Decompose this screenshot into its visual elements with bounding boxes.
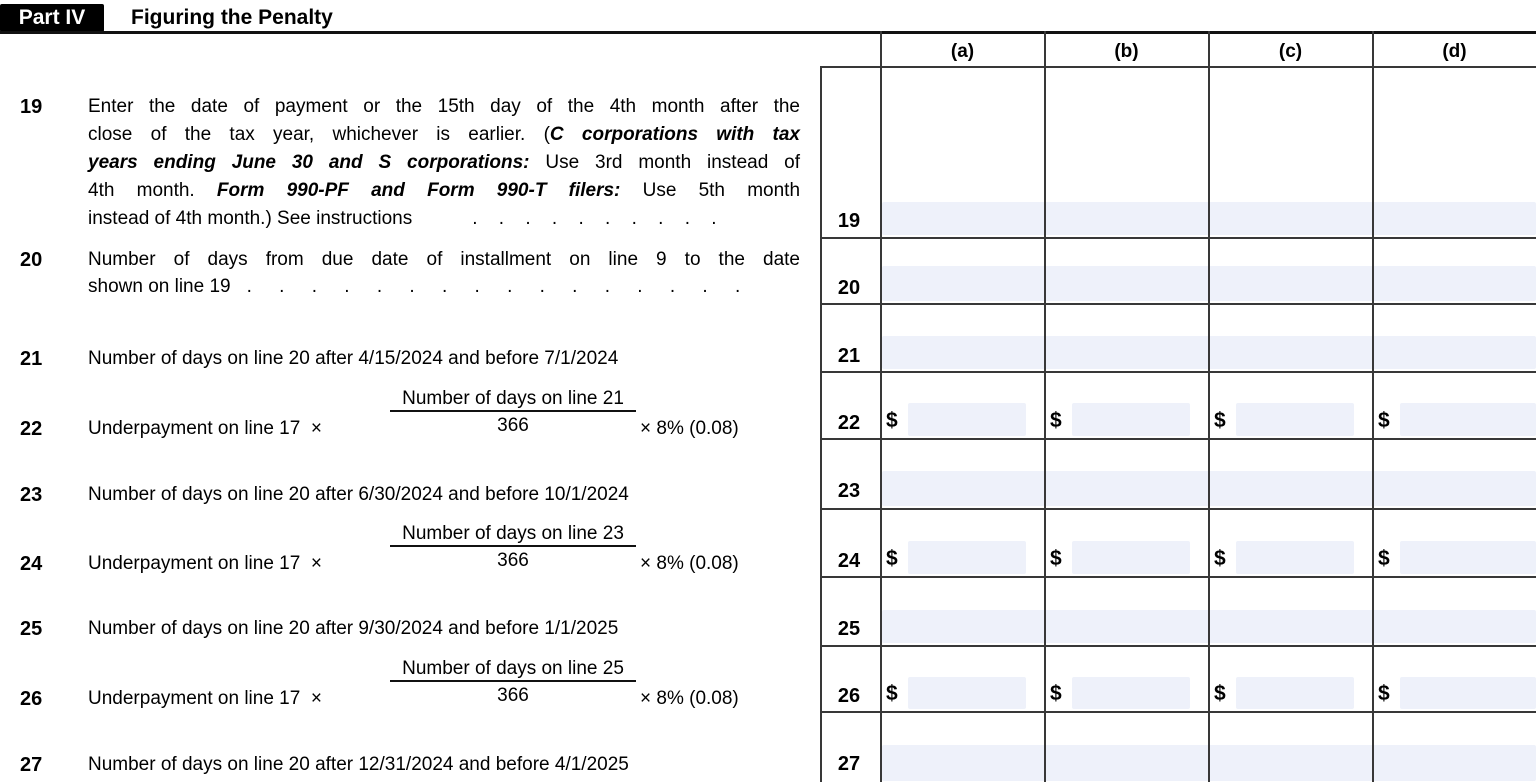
- line27-text: Number of days on line 20 after 12/31/20…: [88, 754, 629, 775]
- line20-text-row1: Number of days from due date of installm…: [88, 249, 800, 270]
- dollar-sign-line22-c: $: [1214, 409, 1226, 432]
- part-iv-label: Part IV: [18, 6, 86, 29]
- line21-number: 21: [20, 348, 43, 370]
- table-row-number-23: 23: [837, 480, 861, 502]
- input-field-line24-c[interactable]: [1236, 541, 1354, 574]
- line19-text-row2: close of the tax year, whichever is earl…: [88, 124, 801, 145]
- part-title: Figuring the Penalty: [131, 6, 333, 29]
- line26-number: 26: [20, 688, 43, 710]
- input-field-line26-b[interactable]: [1072, 677, 1190, 709]
- input-field-line26-c[interactable]: [1236, 677, 1354, 709]
- column-header-b: (b): [1114, 41, 1139, 62]
- column-header-d: (d): [1442, 41, 1467, 62]
- line24-fraction-denominator: 366: [497, 550, 529, 571]
- column-header-c: (c): [1278, 41, 1303, 62]
- input-field-line22-d[interactable]: [1400, 403, 1536, 436]
- line26-rate: × 8% (0.08): [640, 688, 739, 709]
- table-row-number-27: 27: [837, 753, 861, 775]
- dollar-sign-line24-c: $: [1214, 547, 1226, 570]
- input-field-line22-c[interactable]: [1236, 403, 1354, 436]
- dollar-sign-line26-c: $: [1214, 682, 1226, 705]
- input-field-line22-b[interactable]: [1072, 403, 1190, 436]
- table-grid-line: [820, 438, 1536, 440]
- input-field-line26-a[interactable]: [908, 677, 1026, 709]
- table-row-number-19: 19: [837, 210, 861, 232]
- line21-text: Number of days on line 20 after 4/15/202…: [88, 348, 619, 369]
- line24-fraction-numerator: Number of days on line 23: [390, 524, 636, 547]
- table-grid-line: [820, 371, 1536, 373]
- dollar-sign-line24-d: $: [1378, 547, 1390, 570]
- line25-number: 25: [20, 618, 43, 640]
- table-row-number-26: 26: [837, 685, 861, 707]
- part-iv-badge: Part IV: [0, 4, 104, 32]
- line24-label: Underpayment on line 17 ×: [88, 553, 322, 574]
- dollar-sign-line26-d: $: [1378, 682, 1390, 705]
- table-row-number-21: 21: [837, 345, 861, 367]
- table-grid-line: [820, 711, 1536, 713]
- line19-number: 19: [20, 96, 43, 118]
- line20-number: 20: [20, 249, 43, 271]
- dollar-sign-line22-b: $: [1050, 409, 1062, 432]
- line19-text-row4: 4th month. Form 990-PF and Form 990-T fi…: [88, 180, 801, 201]
- table-grid-line: [820, 66, 822, 782]
- input-field-line26-d[interactable]: [1400, 677, 1536, 709]
- dollar-sign-line24-b: $: [1050, 547, 1062, 570]
- dollar-sign-line26-b: $: [1050, 682, 1062, 705]
- table-row-number-22: 22: [837, 412, 861, 434]
- table-grid-line: [820, 66, 1536, 68]
- table-grid-line: [820, 645, 1536, 647]
- line19-text-row1: Enter the date of payment or the 15th da…: [88, 96, 800, 117]
- input-field-line24-d[interactable]: [1400, 541, 1536, 574]
- line25-text: Number of days on line 20 after 9/30/202…: [88, 618, 619, 639]
- line19-text-row5: instead of 4th month.) See instructions.…: [88, 208, 717, 229]
- table-grid-line: [1044, 31, 1046, 782]
- table-grid-line: [820, 303, 1536, 305]
- line22-number: 22: [20, 418, 43, 440]
- line19-text-row3: years ending June 30 and S corporations:…: [88, 152, 800, 173]
- dot-leader: . . . . . . . . . .: [472, 208, 717, 229]
- table-grid-line: [820, 237, 1536, 239]
- table-grid-line: [820, 576, 1536, 578]
- line26-fraction-denominator: 366: [497, 685, 529, 706]
- table-grid-line: [1208, 31, 1210, 782]
- line27-number: 27: [20, 754, 43, 776]
- table-grid-line: [880, 31, 882, 782]
- line24-number: 24: [20, 553, 43, 575]
- line23-text: Number of days on line 20 after 6/30/202…: [88, 484, 629, 505]
- input-field-line24-b[interactable]: [1072, 541, 1190, 574]
- line23-number: 23: [20, 484, 43, 506]
- column-header-a: (a): [950, 41, 975, 62]
- line20-text-row2: shown on line 19. . . . . . . . . . . . …: [88, 276, 741, 297]
- line26-label: Underpayment on line 17 ×: [88, 688, 322, 709]
- line22-fraction: Number of days on line 21 366: [390, 389, 636, 436]
- dollar-sign-line22-a: $: [886, 409, 898, 432]
- table-row-number-24: 24: [837, 550, 861, 572]
- input-field-line22-a[interactable]: [908, 403, 1026, 436]
- line22-fraction-denominator: 366: [497, 415, 529, 436]
- table-row-number-25: 25: [837, 618, 861, 640]
- table-grid-line: [820, 508, 1536, 510]
- part-header-rule: [0, 31, 1536, 34]
- dot-leader: . . . . . . . . . . . . . . . .: [246, 276, 741, 297]
- line26-fraction: Number of days on line 25 366: [390, 659, 636, 706]
- line22-fraction-numerator: Number of days on line 21: [390, 389, 636, 412]
- table-grid-line: [1372, 31, 1374, 782]
- dollar-sign-line24-a: $: [886, 547, 898, 570]
- table-row-number-20: 20: [837, 277, 861, 299]
- dollar-sign-line22-d: $: [1378, 409, 1390, 432]
- line24-rate: × 8% (0.08): [640, 553, 739, 574]
- input-field-line24-a[interactable]: [908, 541, 1026, 574]
- line22-rate: × 8% (0.08): [640, 418, 739, 439]
- line22-label: Underpayment on line 17 ×: [88, 418, 322, 439]
- line26-fraction-numerator: Number of days on line 25: [390, 659, 636, 682]
- line24-fraction: Number of days on line 23 366: [390, 524, 636, 571]
- dollar-sign-line26-a: $: [886, 682, 898, 705]
